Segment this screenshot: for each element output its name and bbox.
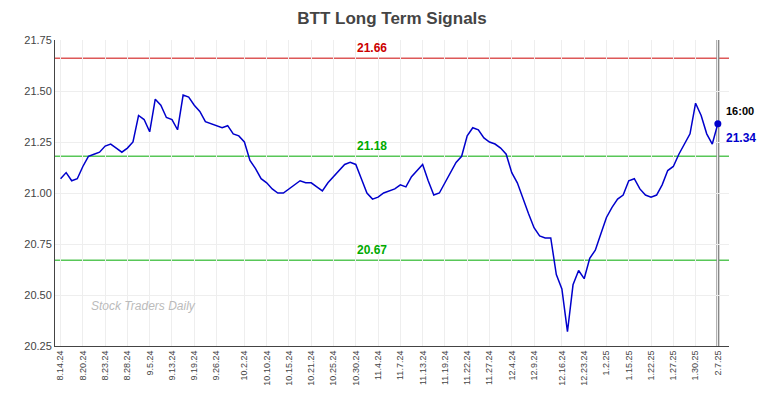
svg-text:Stock Traders Daily: Stock Traders Daily (91, 299, 196, 313)
svg-text:9.5.24: 9.5.24 (145, 351, 155, 376)
svg-text:11.19.24: 11.19.24 (440, 351, 450, 385)
svg-text:BTT Long Term Signals: BTT Long Term Signals (297, 9, 487, 28)
svg-text:16:00: 16:00 (726, 105, 754, 117)
svg-text:1.15.25: 1.15.25 (624, 351, 634, 381)
svg-text:11.13.24: 11.13.24 (418, 351, 428, 385)
svg-text:1.27.25: 1.27.25 (668, 351, 678, 381)
svg-text:10.30.24: 10.30.24 (351, 351, 361, 386)
svg-text:20.50: 20.50 (24, 289, 52, 301)
svg-text:21.75: 21.75 (24, 34, 52, 46)
svg-text:1.30.25: 1.30.25 (691, 351, 701, 381)
svg-text:12.4.24: 12.4.24 (507, 351, 517, 381)
svg-text:8.14.24: 8.14.24 (55, 351, 65, 381)
svg-text:21.34: 21.34 (726, 131, 756, 145)
svg-text:8.28.24: 8.28.24 (122, 351, 132, 381)
svg-text:1.2.25: 1.2.25 (601, 351, 611, 376)
svg-text:21.25: 21.25 (24, 136, 52, 148)
svg-text:20.67: 20.67 (357, 243, 387, 257)
svg-text:21.50: 21.50 (24, 85, 52, 97)
svg-text:11.4.24: 11.4.24 (373, 351, 383, 380)
svg-text:20.25: 20.25 (24, 340, 52, 352)
svg-text:11.22.24: 11.22.24 (462, 351, 472, 385)
svg-text:12.16.24: 12.16.24 (557, 351, 567, 386)
svg-text:1.22.25: 1.22.25 (646, 351, 656, 381)
svg-text:20.75: 20.75 (24, 238, 52, 250)
svg-text:10.21.24: 10.21.24 (306, 351, 316, 386)
svg-text:9.13.24: 9.13.24 (167, 351, 177, 381)
svg-text:9.19.24: 9.19.24 (189, 351, 199, 381)
svg-text:2.7.25: 2.7.25 (713, 351, 723, 376)
svg-text:10.15.24: 10.15.24 (284, 351, 294, 386)
svg-text:8.20.24: 8.20.24 (78, 351, 88, 381)
svg-text:21.66: 21.66 (357, 41, 387, 55)
svg-text:21.00: 21.00 (24, 187, 52, 199)
svg-text:21.18: 21.18 (357, 139, 387, 153)
svg-text:10.2.24: 10.2.24 (239, 351, 249, 381)
svg-text:12.23.24: 12.23.24 (579, 351, 589, 386)
svg-text:10.25.24: 10.25.24 (328, 351, 338, 386)
svg-text:8.23.24: 8.23.24 (100, 351, 110, 381)
svg-text:11.27.24: 11.27.24 (484, 351, 494, 385)
svg-text:10.10.24: 10.10.24 (262, 351, 272, 386)
svg-text:9.26.24: 9.26.24 (211, 351, 221, 381)
svg-text:11.7.24: 11.7.24 (395, 351, 405, 380)
svg-text:12.9.24: 12.9.24 (529, 351, 539, 381)
